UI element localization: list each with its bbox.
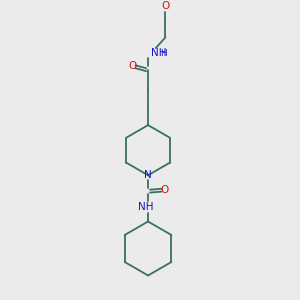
Text: O: O [161, 1, 169, 10]
Text: NH: NH [151, 48, 167, 58]
Text: O: O [160, 185, 169, 195]
Text: H: H [160, 49, 167, 58]
Text: NH: NH [138, 202, 154, 212]
Text: N: N [144, 170, 152, 180]
Text: O: O [128, 61, 137, 71]
